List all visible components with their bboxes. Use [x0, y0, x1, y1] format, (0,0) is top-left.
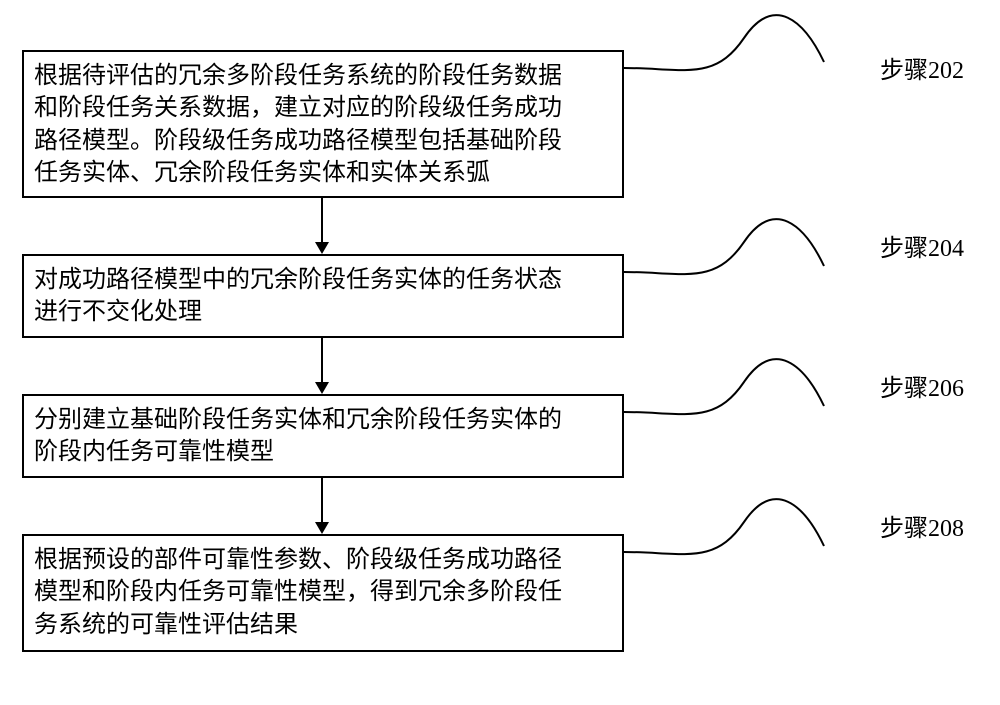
flow-arrow-stem [321, 478, 323, 522]
flowchart-step-box: 对成功路径模型中的冗余阶段任务实体的任务状态进行不交化处理 [22, 254, 624, 338]
step-label: 步骤202 [880, 50, 964, 85]
step-text-line: 阶段内任务可靠性模型 [34, 436, 612, 468]
step-label: 步骤204 [880, 228, 964, 263]
step-text-line: 和阶段任务关系数据，建立对应的阶段级任务成功 [34, 92, 612, 124]
step-text-line: 根据待评估的冗余多阶段任务系统的阶段任务数据 [34, 60, 612, 92]
step-text-line: 根据预设的部件可靠性参数、阶段级任务成功路径 [34, 544, 612, 576]
step-text-line: 模型和阶段内任务可靠性模型，得到冗余多阶段任 [34, 576, 612, 608]
step-text-line: 对成功路径模型中的冗余阶段任务实体的任务状态 [34, 264, 612, 296]
flowchart-step-box: 根据待评估的冗余多阶段任务系统的阶段任务数据和阶段任务关系数据，建立对应的阶段级… [22, 50, 624, 198]
step-label: 步骤206 [880, 368, 964, 403]
flowchart-step-box: 分别建立基础阶段任务实体和冗余阶段任务实体的阶段内任务可靠性模型 [22, 394, 624, 478]
flow-arrow-head [315, 522, 329, 534]
step-text-line: 路径模型。阶段级任务成功路径模型包括基础阶段 [34, 125, 612, 157]
step-label: 步骤208 [880, 508, 964, 543]
step-text-line: 任务实体、冗余阶段任务实体和实体关系弧 [34, 157, 612, 189]
lead-line [624, 180, 884, 340]
lead-line [624, 0, 884, 160]
step-text-line: 进行不交化处理 [34, 296, 612, 328]
flowchart-step-box: 根据预设的部件可靠性参数、阶段级任务成功路径模型和阶段内任务可靠性模型，得到冗余… [22, 534, 624, 652]
lead-curve [624, 499, 824, 554]
step-text-line: 分别建立基础阶段任务实体和冗余阶段任务实体的 [34, 404, 612, 436]
lead-curve [624, 15, 824, 70]
flow-arrow-stem [321, 198, 323, 242]
lead-line [624, 320, 884, 480]
lead-curve [624, 359, 824, 414]
flow-arrow-head [315, 382, 329, 394]
step-text-line: 务系统的可靠性评估结果 [34, 609, 612, 641]
lead-curve [624, 219, 824, 274]
flow-arrow-stem [321, 338, 323, 382]
lead-line [624, 460, 884, 620]
flow-arrow-head [315, 242, 329, 254]
flowchart-canvas: 根据待评估的冗余多阶段任务系统的阶段任务数据和阶段任务关系数据，建立对应的阶段级… [0, 0, 1000, 705]
